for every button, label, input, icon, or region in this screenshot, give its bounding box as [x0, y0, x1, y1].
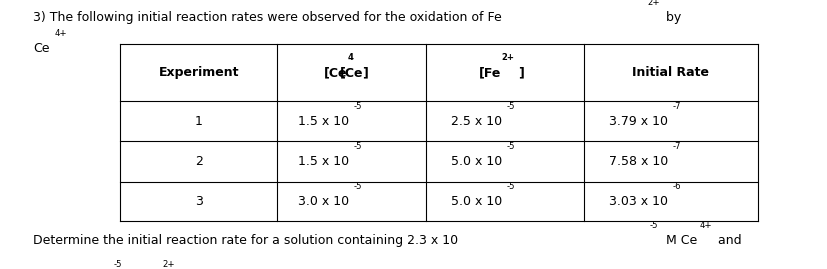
- Text: ]: ]: [518, 66, 523, 79]
- Text: -7: -7: [672, 102, 680, 111]
- Text: Initial Rate: Initial Rate: [632, 66, 708, 79]
- Text: ]: ]: [361, 66, 367, 79]
- Text: 3: 3: [194, 195, 203, 208]
- Text: [Fe: [Fe: [478, 66, 500, 79]
- Text: 3.0 x 10: 3.0 x 10: [298, 195, 349, 208]
- Text: Experiment: Experiment: [158, 66, 239, 79]
- Text: and: and: [713, 234, 740, 247]
- Text: 4: 4: [347, 53, 353, 62]
- Text: -7: -7: [672, 142, 680, 151]
- Text: 1: 1: [194, 115, 203, 128]
- Text: 5.0 x 10: 5.0 x 10: [451, 195, 502, 208]
- Text: 2+: 2+: [500, 53, 514, 62]
- Text: -5: -5: [506, 142, 514, 151]
- Text: 1.5 x 10: 1.5 x 10: [298, 155, 349, 168]
- Text: by: by: [661, 11, 680, 24]
- Text: 4+: 4+: [55, 29, 67, 38]
- Text: M Ce: M Ce: [662, 234, 697, 247]
- Text: -5: -5: [353, 102, 361, 111]
- Text: 4+: 4+: [699, 221, 711, 231]
- Text: -5: -5: [506, 182, 514, 192]
- Text: 1.5 x 10: 1.5 x 10: [298, 115, 349, 128]
- Text: Determine the initial reaction rate for a solution containing 2.3 x 10: Determine the initial reaction rate for …: [33, 234, 457, 247]
- Text: -5: -5: [506, 102, 514, 111]
- Text: [Ce: [Ce: [340, 66, 363, 79]
- Text: 7.58 x 10: 7.58 x 10: [608, 155, 667, 168]
- Text: 2+: 2+: [162, 260, 174, 269]
- Text: 3.03 x 10: 3.03 x 10: [609, 195, 667, 208]
- Text: -5: -5: [353, 182, 361, 192]
- Text: 3.79 x 10: 3.79 x 10: [609, 115, 667, 128]
- Text: [Ce: [Ce: [324, 66, 347, 79]
- Text: 2: 2: [194, 155, 203, 168]
- Text: 3) The following initial reaction rates were observed for the oxidation of Fe: 3) The following initial reaction rates …: [33, 11, 501, 24]
- Text: Ce: Ce: [33, 42, 50, 55]
- Text: 2.5 x 10: 2.5 x 10: [451, 115, 502, 128]
- Text: 5.0 x 10: 5.0 x 10: [451, 155, 502, 168]
- Text: -6: -6: [672, 182, 680, 192]
- Text: -5: -5: [353, 142, 361, 151]
- Text: -5: -5: [648, 221, 657, 231]
- Text: -5: -5: [113, 260, 122, 269]
- Text: 2+: 2+: [647, 0, 659, 7]
